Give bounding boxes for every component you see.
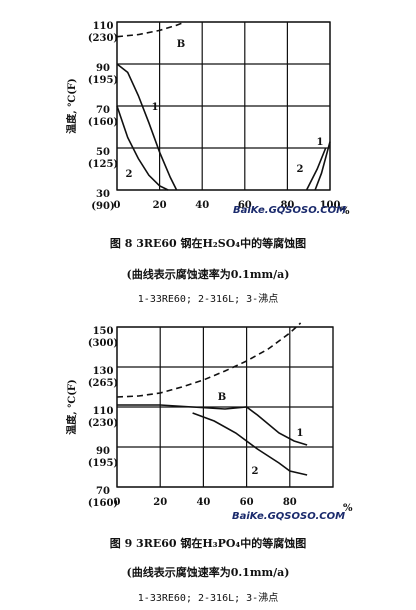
curve <box>116 322 302 398</box>
x-tick-label: 80 <box>283 497 297 508</box>
x-tick-label: 40 <box>195 200 209 211</box>
y-tick-label: 130 <box>93 366 114 377</box>
caption-note: 1-33RE60; 2-316L; 3-沸点 <box>138 292 278 305</box>
y-tick-label-f: (90) <box>91 201 114 212</box>
y-tick-label-f: (230) <box>88 418 118 429</box>
curve <box>192 412 308 476</box>
y-tick-label-f: (230) <box>88 33 118 44</box>
y-tick-label: 70 <box>96 105 110 116</box>
curve <box>305 147 327 191</box>
x-unit: % <box>343 503 353 514</box>
y-tick-label-f: (125) <box>88 159 118 170</box>
curve-label: 1 <box>297 428 304 439</box>
y-tick-label: 110 <box>93 406 114 417</box>
y-axis-label: 温度, ℃(F) <box>65 379 78 435</box>
curve <box>116 105 169 191</box>
curve-label: B <box>177 39 185 50</box>
caption-subtitle: (曲线表示腐蚀速率为0.1mm/a) <box>127 565 290 579</box>
x-tick-label: 80 <box>280 200 294 211</box>
caption-title: 图 8 3RE60 钢在H₂SO₄中的等腐蚀图 <box>110 236 306 250</box>
y-tick-label: 90 <box>96 446 110 457</box>
y-tick-label: 70 <box>96 486 110 497</box>
watermark: BaiKe.GQSOSO.COM <box>232 511 345 522</box>
x-tick-label: 100 <box>320 200 341 211</box>
curve <box>117 404 308 446</box>
y-tick-label-f: (160) <box>88 498 118 509</box>
y-tick-label-f: (300) <box>88 338 118 349</box>
x-tick-label: 60 <box>240 497 254 508</box>
caption-title: 图 9 3RE60 钢在H₃PO₄中的等腐蚀图 <box>110 536 307 550</box>
y-tick-label: 30 <box>96 189 110 200</box>
curve <box>116 21 186 38</box>
x-tick-label: 0 <box>114 200 121 211</box>
caption-subtitle: (曲线表示腐蚀速率为0.1mm/a) <box>127 267 290 281</box>
y-tick-label-f: (160) <box>88 117 118 128</box>
x-tick-label: 40 <box>196 497 210 508</box>
x-tick-label: 20 <box>153 200 167 211</box>
x-tick-label: 60 <box>238 200 252 211</box>
curve-label: 2 <box>252 466 259 477</box>
curve-label: 1 <box>317 137 324 148</box>
curve <box>314 141 331 191</box>
y-tick-label-f: (265) <box>88 378 118 389</box>
curve-label: 2 <box>126 169 133 180</box>
y-tick-label: 110 <box>93 21 114 32</box>
curve-label: 1 <box>152 102 159 113</box>
x-unit: % <box>340 206 350 217</box>
x-tick-label: 20 <box>153 497 167 508</box>
curve-label: 2 <box>297 164 304 175</box>
caption-note: 1-33RE60; 2-316L; 3-沸点 <box>138 591 278 604</box>
x-tick-label: 0 <box>114 497 121 508</box>
y-tick-label-f: (195) <box>88 75 118 86</box>
y-tick-label: 90 <box>96 63 110 74</box>
curve <box>116 63 178 191</box>
y-tick-label: 150 <box>93 326 114 337</box>
y-tick-label: 50 <box>96 147 110 158</box>
y-tick-label-f: (195) <box>88 458 118 469</box>
y-axis-label: 温度, ℃(F) <box>65 78 78 134</box>
watermark: BaiKe.GQSOSO.COM <box>233 205 346 216</box>
curve-label: B <box>218 392 226 403</box>
